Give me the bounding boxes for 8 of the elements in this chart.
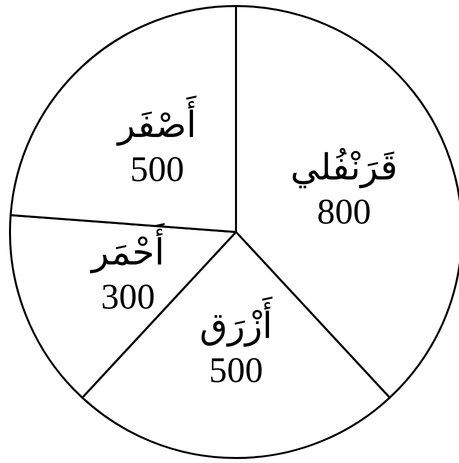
data-label: 500 xyxy=(209,350,263,390)
data-label: 500 xyxy=(130,148,184,189)
slice-label: أَزْرَق xyxy=(200,296,274,347)
slice-label: قَرَنْفُلي xyxy=(290,148,398,189)
slice-label: أَحْمَر xyxy=(90,222,166,274)
data-label: 300 xyxy=(101,276,156,316)
slice-label: أَصْفَر xyxy=(116,95,198,146)
data-label: 800 xyxy=(316,192,371,232)
